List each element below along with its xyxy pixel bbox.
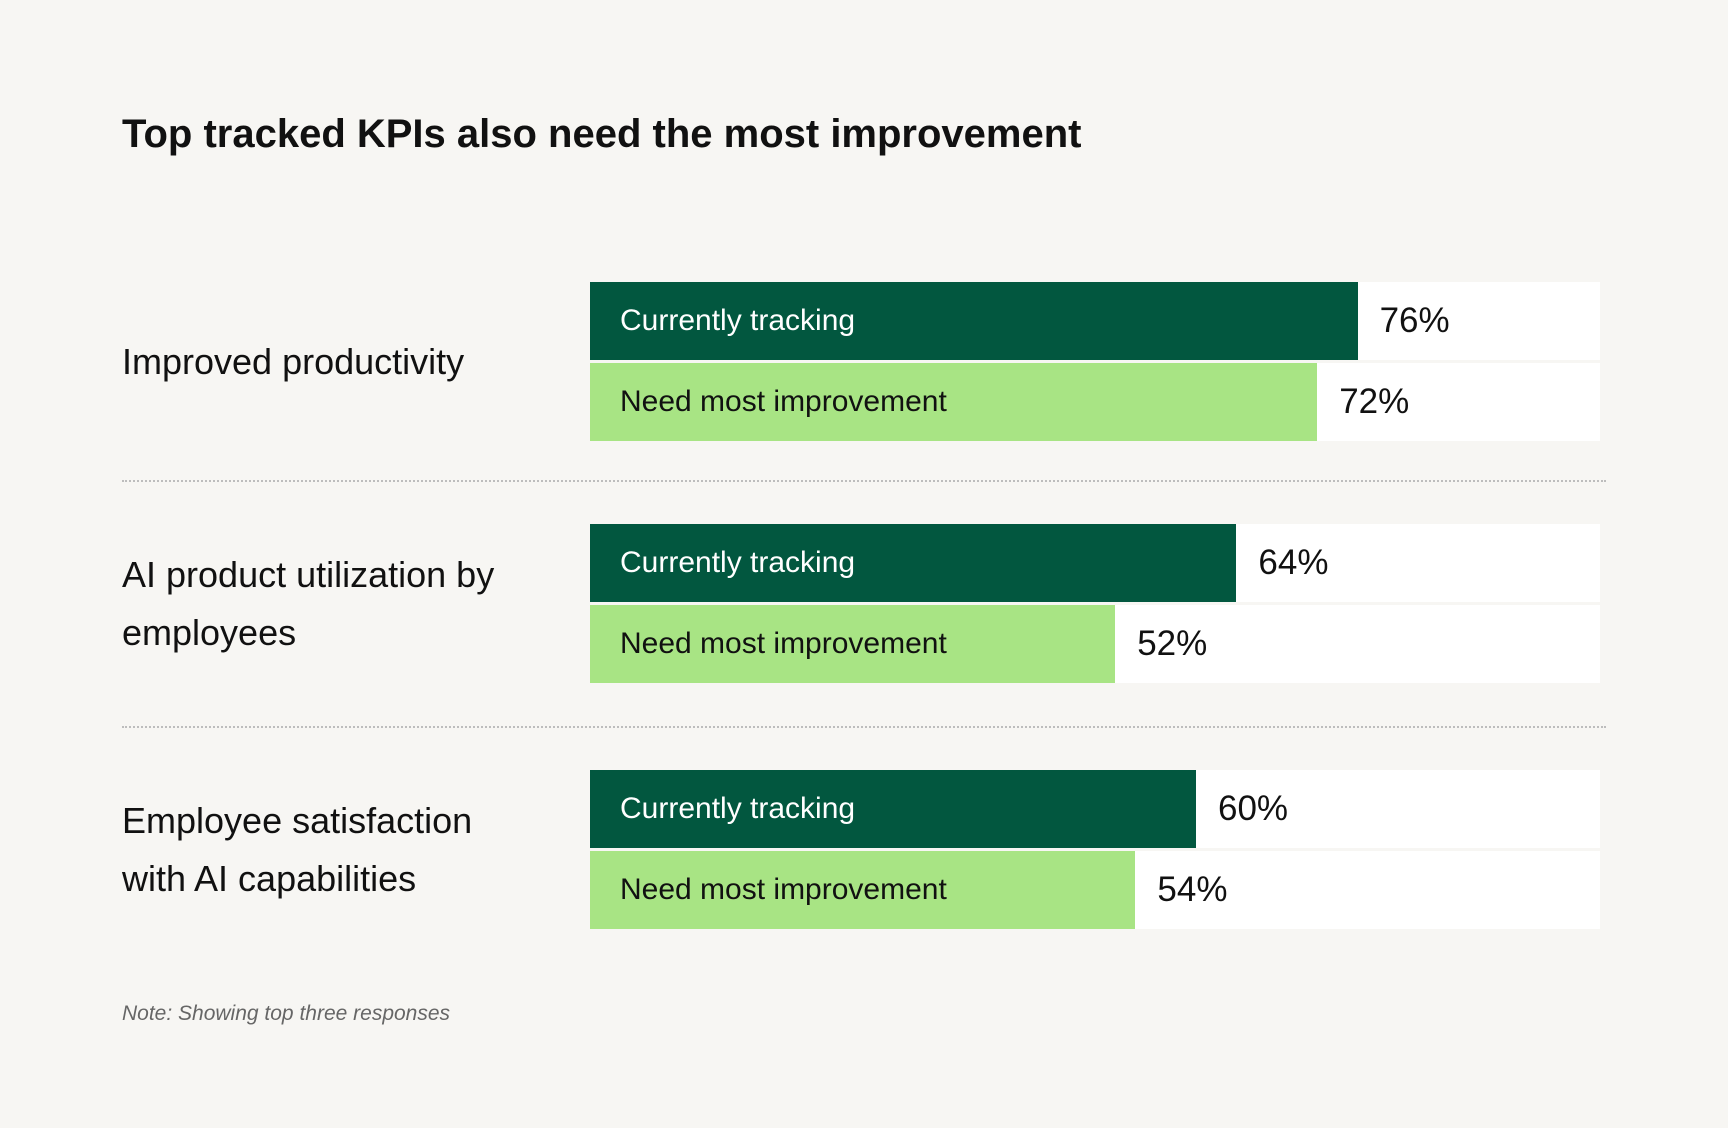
value-label: 72% (1339, 382, 1410, 421)
bar (590, 851, 1136, 929)
bar-series-label: Currently tracking (620, 546, 856, 579)
cat-label: AI product utilization by employees (122, 553, 495, 653)
value-label: 64% (1258, 543, 1329, 582)
bar (590, 770, 1196, 848)
divider (122, 480, 1606, 482)
bar-series-label: Currently tracking (620, 792, 856, 825)
bar (590, 282, 1358, 360)
bar-series-label: Need most improvement (620, 873, 947, 906)
note: Note: Showing top three responses (122, 1002, 451, 1025)
bar-series-label: Need most improvement (620, 627, 947, 660)
value-label: 76% (1379, 301, 1450, 340)
bar (590, 605, 1116, 683)
chart-title: Top tracked KPIs also need the most impr… (122, 112, 1082, 156)
bar (590, 524, 1237, 602)
value-label: 54% (1157, 870, 1228, 909)
value-label: 52% (1137, 624, 1208, 663)
value-label: 60% (1218, 789, 1289, 828)
cat-label: Improved productivity (122, 340, 465, 382)
cat-label: Employee satisfaction with AI capabiliti… (122, 799, 473, 899)
divider (122, 726, 1606, 728)
bar (590, 363, 1318, 441)
bar-series-label: Need most improvement (620, 385, 947, 418)
bar-series-label: Currently tracking (620, 304, 856, 337)
